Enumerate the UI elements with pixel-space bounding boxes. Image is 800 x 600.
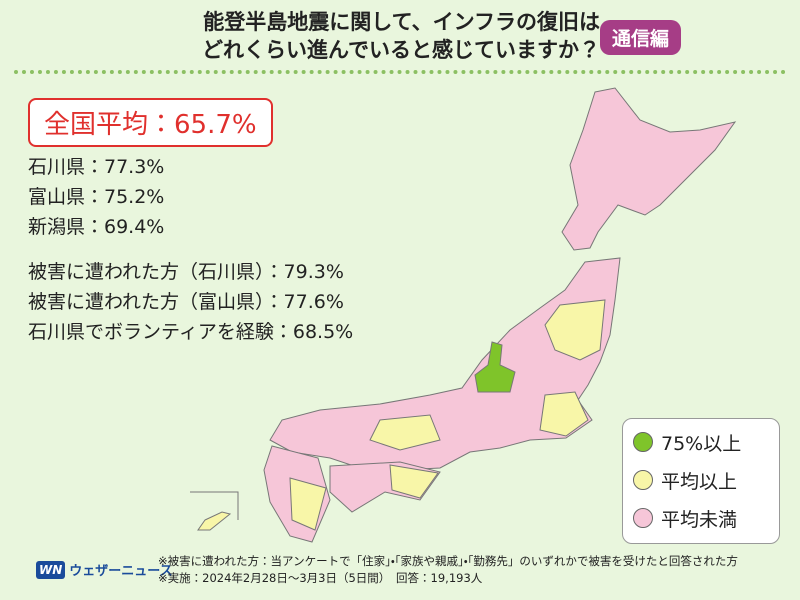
kanto-above-average (539, 391, 589, 437)
tohoku-above-average (544, 299, 606, 361)
group-list: 被害に遭われた方（石川県）：79.3% 被害に遭われた方（富山県）：77.6% … (28, 257, 353, 347)
legend-item: 平均未満 (633, 503, 779, 533)
kinki-above-average (369, 414, 441, 451)
footnote: ※被害に遭われた方：当アンケートで「住家」・「家族や親戚」・「勤務先」のいずれか… (158, 554, 738, 568)
legend-item: 平均以上 (633, 465, 779, 495)
logo-name: ウェザーニュース (69, 564, 173, 579)
logo-mark: WN (36, 560, 66, 579)
stat: 新潟県：69.4% (28, 216, 165, 238)
divider (14, 70, 786, 74)
kyushu-above-average (289, 477, 327, 531)
national-average: 全国平均：65.7% (28, 98, 273, 147)
prefecture-list: 石川県：77.3% 富山県：75.2% 新潟県：69.4% (28, 152, 164, 242)
logo: WN ウェザーニュース (36, 560, 173, 579)
stat: 被害に遭われた方（石川県）：79.3% (28, 261, 344, 283)
badge: 通信編 (600, 20, 682, 55)
stat: 被害に遭われた方（富山県）：77.6% (28, 291, 344, 313)
stat: 石川県：77.3% (28, 156, 165, 178)
legend-label: 平均以上 (661, 470, 738, 493)
legend-item: 75%以上 (633, 427, 779, 457)
footnote: ※実施：2024年2月28日～3月3日（5日間） 回答：19,193人 (158, 571, 483, 585)
legend-label: 平均未満 (661, 508, 738, 531)
title-line: どれくらい進んでいると感じていますか？ (202, 38, 600, 62)
okinawa (197, 511, 232, 531)
ishikawa-toyama (474, 341, 516, 393)
hokkaido (561, 87, 737, 251)
stat: 富山県：75.2% (28, 186, 165, 208)
okinawa-frame (190, 491, 239, 520)
title: 能登半島地震に関して、インフラの復旧は どれくらい進んでいると感じていますか？ (0, 8, 600, 64)
stat: 石川県でボランティアを経験：68.5% (28, 321, 354, 343)
footnotes: ※被害に遭われた方：当アンケートで「住家」・「家族や親戚」・「勤務先」のいずれか… (158, 553, 738, 587)
title-line: 能登半島地震に関して、インフラの復旧は (203, 10, 600, 34)
legend-label: 75%以上 (661, 432, 742, 455)
legend: 75%以上 平均以上 平均未満 (622, 418, 780, 544)
shikoku-above-average (389, 464, 439, 499)
